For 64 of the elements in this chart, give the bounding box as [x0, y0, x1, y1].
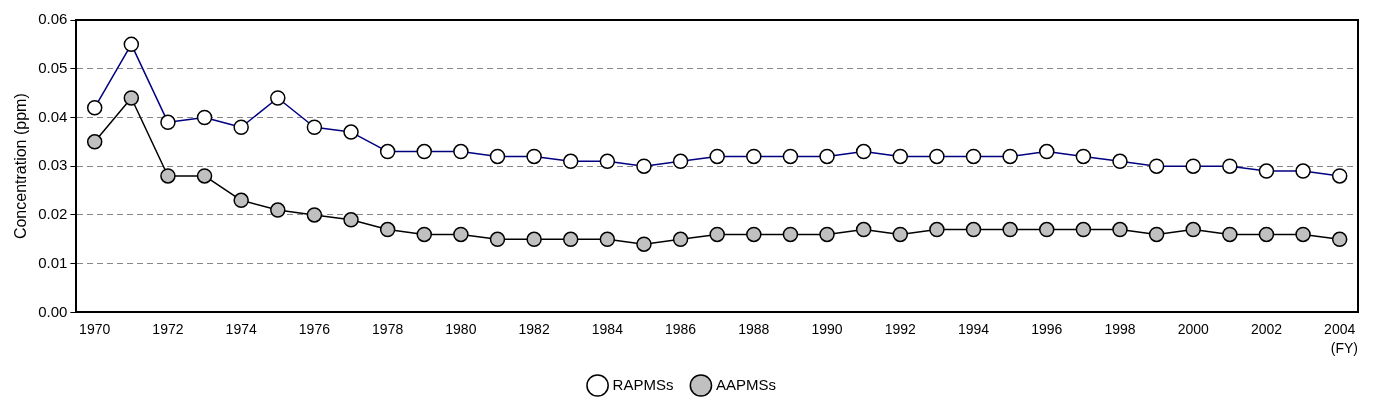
x-tick-label: 1980 [445, 320, 477, 337]
point [599, 231, 616, 248]
x-tick-label: 1974 [225, 320, 257, 337]
y-tick-label: 0.01 [38, 253, 68, 271]
point [782, 226, 799, 243]
x-tick-label: 1972 [152, 320, 184, 337]
y-tick-label: 0.04 [38, 107, 68, 125]
x-tick-label: 1986 [665, 320, 697, 337]
x-tick-label: 1978 [372, 320, 404, 337]
x-tick-label: 1990 [811, 320, 843, 337]
point [746, 226, 762, 243]
point [1222, 226, 1238, 243]
point [709, 226, 725, 243]
point [562, 231, 579, 248]
point [489, 231, 506, 248]
point [1002, 221, 1018, 238]
point [1331, 231, 1348, 248]
point [306, 207, 323, 223]
point [929, 221, 945, 238]
x-tick-label: 1994 [957, 320, 990, 337]
x-tick-label: 1984 [591, 320, 624, 337]
point [270, 202, 286, 218]
point [965, 221, 982, 238]
point [636, 236, 652, 252]
y-tick-label: 0.02 [38, 205, 68, 223]
legend-label: AAPMSs [715, 375, 776, 393]
point [1185, 221, 1201, 238]
y-tick-label: 0.00 [38, 302, 68, 320]
point [672, 231, 689, 248]
point [160, 168, 176, 184]
y-tick-label: 0.06 [38, 10, 68, 28]
y-tick-label: 0.05 [38, 58, 68, 76]
x-tick-label: 2002 [1250, 320, 1283, 337]
x-tick-label: 1976 [298, 320, 331, 337]
point [453, 226, 469, 243]
point [1295, 226, 1311, 243]
point [233, 192, 249, 209]
point [819, 226, 835, 243]
x-axis-title: (FY) [1330, 340, 1358, 357]
point [855, 221, 872, 238]
point [196, 168, 213, 184]
point [416, 226, 433, 243]
x-tick-label: 1982 [518, 320, 550, 337]
point [1258, 226, 1275, 243]
point [123, 90, 140, 106]
x-tick-label: 2004 [1324, 320, 1356, 337]
x-tick-label: 1988 [738, 320, 770, 337]
legend-label: RAPMSs [612, 375, 674, 393]
x-tick-label: 1992 [884, 320, 917, 337]
y-axis-title: Concentration (ppm) [12, 93, 30, 240]
x-tick-label: 1996 [1031, 320, 1063, 337]
point [526, 231, 542, 248]
y-tick-label: 0.03 [38, 156, 68, 174]
point [1039, 221, 1055, 238]
point [1075, 221, 1092, 238]
point [1112, 221, 1128, 238]
point [379, 221, 396, 238]
point [1148, 226, 1165, 243]
x-tick-label: 1970 [79, 320, 111, 337]
point [86, 134, 103, 150]
point [343, 212, 359, 228]
x-tick-label: 2000 [1177, 320, 1209, 337]
point [892, 226, 909, 243]
x-tick-label: 1998 [1104, 320, 1136, 337]
